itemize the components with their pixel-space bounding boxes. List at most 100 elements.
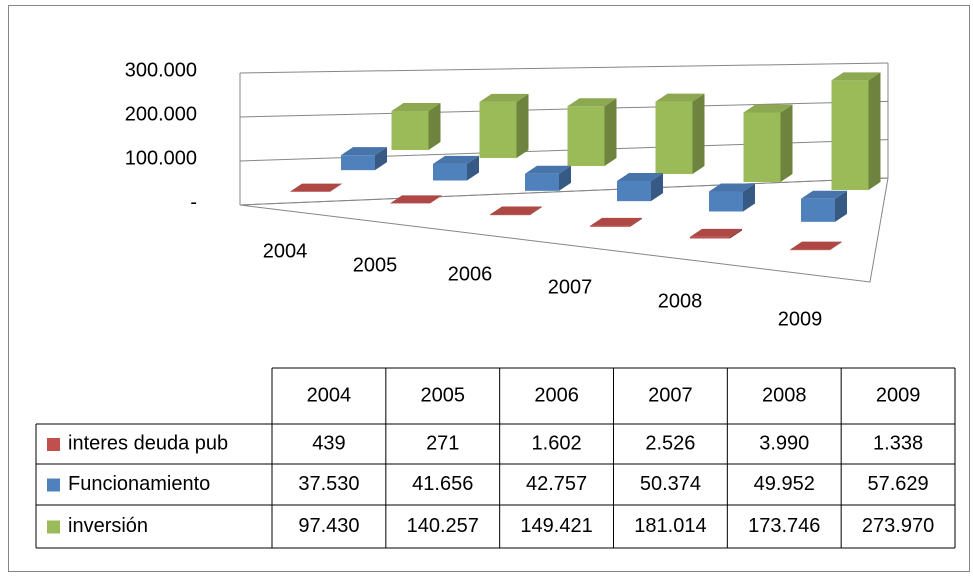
bar: [801, 190, 847, 222]
table-header: 2007: [648, 384, 693, 406]
bar-top: [655, 93, 705, 102]
bar-top: [479, 93, 529, 102]
bar-front: [590, 225, 630, 227]
bar-top: [590, 217, 642, 226]
legend-label: Funcionamiento: [68, 473, 210, 495]
bar: [341, 147, 387, 171]
y-tick-label: 100.000: [125, 147, 197, 169]
bar-side: [375, 147, 387, 171]
table-value: 41.656: [412, 473, 473, 495]
x-tick-label: 2006: [448, 263, 493, 285]
bar-side: [780, 104, 793, 182]
bar: [743, 104, 793, 182]
grid-line: [239, 100, 889, 118]
bar-top: [567, 98, 617, 107]
bar-front: [743, 112, 781, 182]
table-value: 439: [312, 432, 345, 454]
table-value: 3.990: [759, 432, 809, 454]
bar: [617, 173, 663, 202]
table-value: 50.374: [640, 473, 701, 495]
bar-front: [831, 80, 869, 190]
bar-top: [391, 103, 441, 112]
bar-top: [433, 155, 479, 164]
x-tick-label: 2005: [353, 254, 398, 276]
bar-top: [831, 72, 881, 81]
grid-line: [239, 177, 889, 206]
table-value: 57.629: [867, 473, 928, 495]
bar-front: [567, 106, 605, 166]
x-tick-label: 2008: [658, 290, 703, 312]
bar: [525, 165, 571, 191]
y-tick-label: 200.000: [125, 103, 197, 125]
bar-side: [692, 93, 705, 174]
bar-top: [490, 206, 542, 215]
bar-top: [525, 165, 571, 174]
bar: [290, 183, 342, 192]
bar: [790, 241, 842, 251]
table-value: 42.757: [526, 473, 587, 495]
table-value: 1.602: [532, 432, 582, 454]
legend-key: [47, 520, 60, 534]
bar-front: [655, 101, 693, 174]
bar: [567, 98, 617, 166]
bar-front: [690, 236, 730, 239]
bar: [490, 206, 542, 216]
bar-front: [433, 163, 467, 181]
bar-front: [490, 214, 530, 216]
table-value: 173.746: [748, 515, 820, 537]
bar-side: [430, 195, 442, 204]
bar-side: [630, 217, 642, 227]
bar-top: [743, 104, 793, 113]
bar-front: [525, 173, 559, 191]
bar-front: [709, 191, 743, 212]
bar-side: [604, 98, 617, 166]
bar: [590, 217, 642, 227]
legend-label: inversión: [68, 515, 148, 537]
bar-side: [835, 190, 847, 222]
table-value: 271: [426, 432, 459, 454]
bar-front: [790, 249, 830, 251]
legend-key: [47, 438, 60, 451]
table-value: 37.530: [298, 473, 359, 495]
bar-top: [390, 195, 442, 204]
bar-top: [290, 183, 342, 192]
bar: [690, 228, 742, 239]
bar-front: [801, 198, 835, 222]
bar-front: [479, 101, 517, 158]
bar-top: [801, 190, 847, 199]
bar-top: [709, 183, 755, 192]
y-tick-label: -: [190, 191, 197, 213]
bar-front: [617, 181, 651, 202]
bar-side: [428, 103, 441, 150]
table-header: 2008: [762, 384, 807, 406]
bar: [655, 93, 705, 174]
bar-side: [530, 206, 542, 216]
table-header: 2006: [534, 384, 579, 406]
bar-side: [516, 93, 529, 158]
bar-side: [743, 183, 755, 212]
bar: [709, 183, 755, 212]
grid-line: [239, 62, 889, 74]
table-header: 2004: [307, 384, 352, 406]
bar-side: [330, 183, 342, 192]
bar: [831, 72, 881, 190]
bar-top: [617, 173, 663, 182]
table-value: 149.421: [520, 515, 592, 537]
bar-top: [790, 241, 842, 250]
table-value: 49.952: [754, 473, 815, 495]
table-header: 2009: [876, 384, 921, 406]
y-tick-label: 300.000: [125, 59, 197, 81]
bar: [479, 93, 529, 158]
bar-side: [730, 228, 742, 239]
bar-top: [341, 147, 387, 156]
table-value: 140.257: [407, 515, 479, 537]
bar-side: [830, 241, 842, 251]
bar-side: [467, 155, 479, 181]
legend-key: [47, 478, 60, 492]
bar-front: [391, 111, 429, 150]
table-value: 273.970: [862, 515, 934, 537]
bar-side: [651, 173, 663, 202]
table-value: 1.338: [873, 432, 923, 454]
x-tick-label: 2004: [263, 240, 308, 262]
